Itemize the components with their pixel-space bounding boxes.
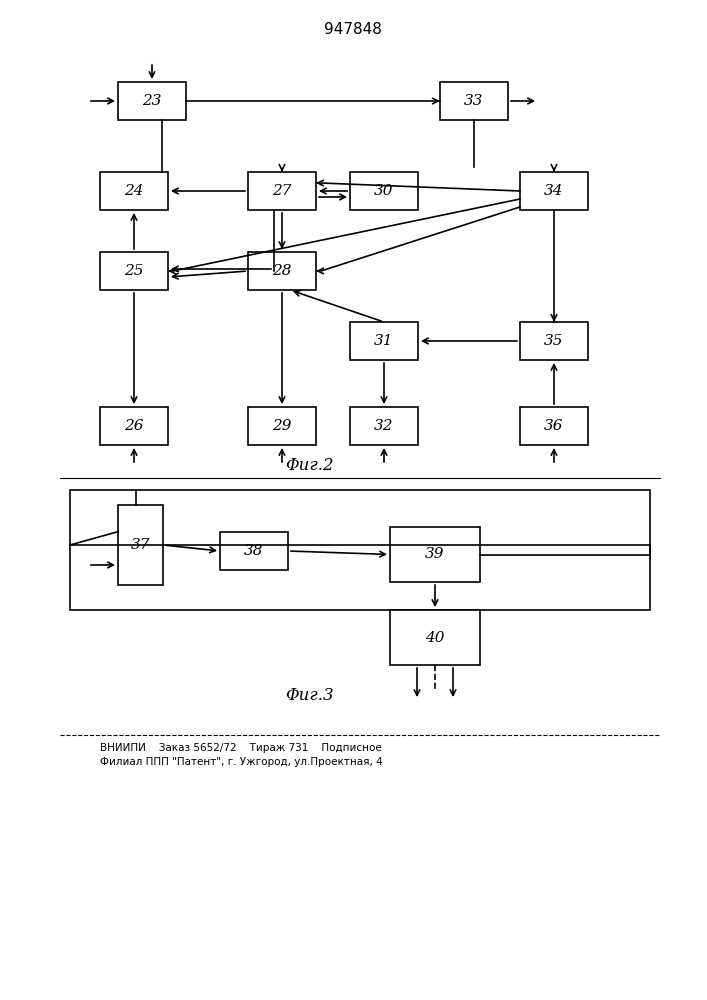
Text: 31: 31 [374,334,394,348]
Text: 32: 32 [374,419,394,433]
Text: 27: 27 [272,184,292,198]
Text: Φиг.2: Φиг.2 [286,456,334,474]
FancyBboxPatch shape [118,82,186,120]
FancyBboxPatch shape [520,172,588,210]
Text: Филиал ППП "Патент", г. Ужгород, ул.Проектная, 4: Филиал ППП "Патент", г. Ужгород, ул.Прое… [100,757,382,767]
FancyBboxPatch shape [248,407,316,445]
FancyBboxPatch shape [248,172,316,210]
FancyBboxPatch shape [100,407,168,445]
FancyBboxPatch shape [440,82,508,120]
Text: 34: 34 [544,184,563,198]
FancyBboxPatch shape [220,532,288,570]
FancyBboxPatch shape [118,505,163,585]
Text: 24: 24 [124,184,144,198]
Text: 28: 28 [272,264,292,278]
Text: 36: 36 [544,419,563,433]
FancyBboxPatch shape [350,407,418,445]
Text: 29: 29 [272,419,292,433]
FancyBboxPatch shape [100,252,168,290]
Text: 38: 38 [244,544,264,558]
FancyBboxPatch shape [390,527,480,582]
Text: 947848: 947848 [324,22,382,37]
FancyBboxPatch shape [350,172,418,210]
FancyBboxPatch shape [520,322,588,360]
Text: 23: 23 [142,94,162,108]
Text: 39: 39 [425,548,445,562]
FancyBboxPatch shape [390,610,480,665]
FancyBboxPatch shape [100,172,168,210]
FancyBboxPatch shape [520,407,588,445]
Text: 30: 30 [374,184,394,198]
FancyBboxPatch shape [350,322,418,360]
Text: 25: 25 [124,264,144,278]
Text: ВНИИПИ    Заказ 5652/72    Тираж 731    Подписное: ВНИИПИ Заказ 5652/72 Тираж 731 Подписное [100,743,382,753]
Text: 33: 33 [464,94,484,108]
Text: 26: 26 [124,419,144,433]
Text: 35: 35 [544,334,563,348]
Text: Φиг.3: Φиг.3 [286,686,334,704]
FancyBboxPatch shape [248,252,316,290]
Text: 40: 40 [425,631,445,645]
Text: 37: 37 [131,538,151,552]
